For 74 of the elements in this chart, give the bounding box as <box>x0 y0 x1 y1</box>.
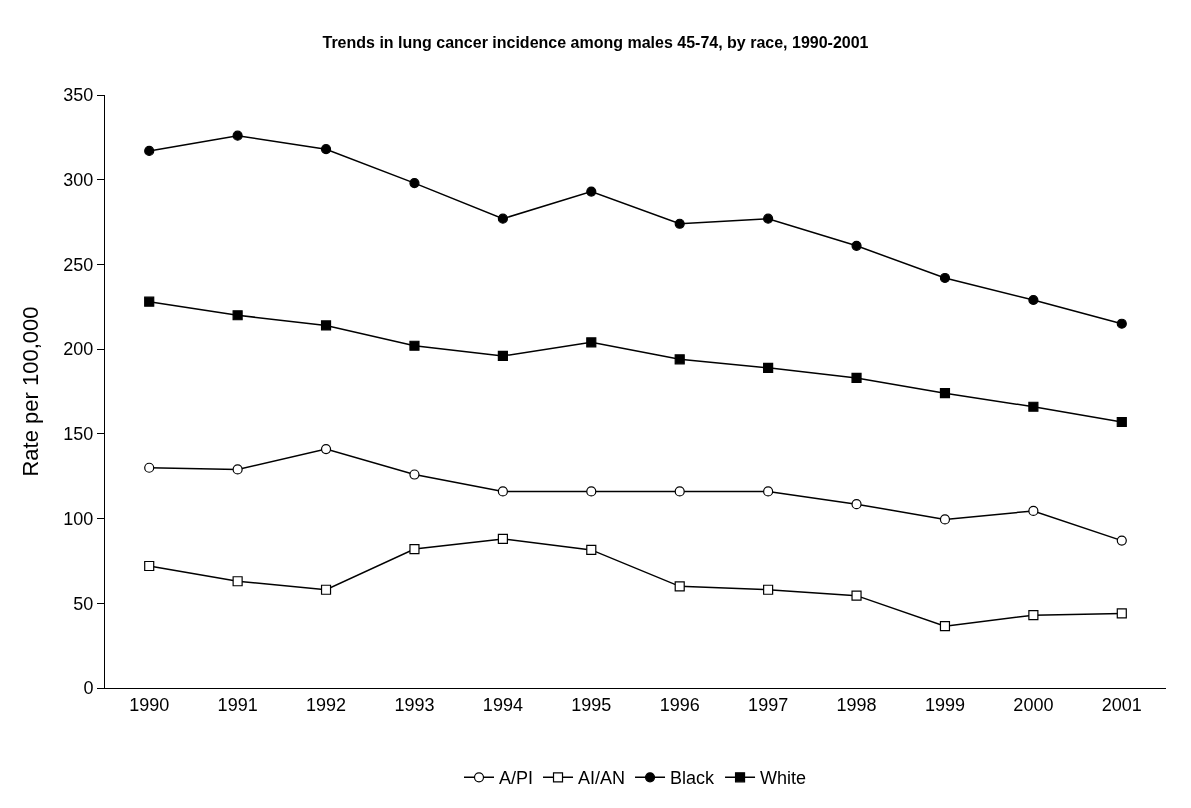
chart-title: Trends in lung cancer incidence among males 45-74, by race, 1990-2001 <box>322 33 869 51</box>
point <box>232 310 243 321</box>
point <box>851 372 862 384</box>
x-tick-label: 1993 <box>394 694 435 715</box>
point <box>497 486 508 497</box>
y-tick-label: 300 <box>63 170 94 191</box>
x-tick-label: 1996 <box>659 694 700 715</box>
point <box>674 486 685 497</box>
x-tick-label: 2000 <box>1013 694 1054 715</box>
point <box>939 388 951 399</box>
point <box>1116 318 1127 329</box>
y-tick-label: 150 <box>63 424 94 445</box>
point <box>497 533 508 544</box>
y-tick-label: 100 <box>63 508 94 529</box>
point <box>320 584 332 595</box>
point <box>851 240 862 251</box>
point <box>763 486 774 497</box>
y-tick-label: 0 <box>83 678 94 699</box>
point <box>497 213 508 224</box>
point <box>851 499 862 510</box>
x-tick-label: 2001 <box>1101 694 1142 715</box>
legend-label: White <box>760 768 807 789</box>
point <box>320 320 332 331</box>
point <box>674 354 685 365</box>
point <box>320 444 332 455</box>
x-tick-label: 1991 <box>217 694 258 715</box>
y-tick-label: 350 <box>63 85 94 106</box>
point <box>586 337 597 348</box>
legend-label: AI/AN <box>578 768 626 789</box>
point <box>144 560 155 572</box>
point <box>586 186 597 197</box>
y-tick-label: 250 <box>63 254 94 275</box>
point <box>1028 294 1039 306</box>
x-tick-label: 1999 <box>924 694 965 715</box>
y-axis-title: Rate per 100,000 <box>18 306 44 477</box>
point <box>320 144 332 155</box>
point <box>144 296 155 307</box>
point <box>1116 608 1127 619</box>
point <box>674 581 685 592</box>
x-tick-label: 1992 <box>306 694 347 715</box>
point <box>763 362 774 373</box>
point <box>409 340 420 351</box>
point <box>232 464 243 475</box>
point <box>1116 535 1127 546</box>
y-tick-label: 200 <box>63 339 94 360</box>
point <box>674 218 685 229</box>
point <box>939 272 951 284</box>
point <box>1028 505 1039 517</box>
point <box>763 213 774 224</box>
point <box>939 621 951 632</box>
point <box>851 590 862 601</box>
point <box>497 350 508 362</box>
point <box>586 486 597 497</box>
y-tick-label: 50 <box>73 593 94 614</box>
x-tick-label: 1997 <box>748 694 789 715</box>
point <box>144 462 155 473</box>
point <box>409 178 420 189</box>
legend-label: Black <box>670 768 716 789</box>
x-tick-label: 1998 <box>836 694 877 715</box>
point <box>1116 416 1127 428</box>
x-tick-label: 1990 <box>129 694 170 715</box>
point <box>1028 401 1039 412</box>
point <box>144 145 155 157</box>
point <box>232 130 243 141</box>
point <box>1028 610 1039 621</box>
x-tick-label: 1994 <box>482 694 523 715</box>
x-tick-label: 1995 <box>571 694 612 715</box>
point <box>939 514 951 525</box>
point <box>586 544 597 556</box>
legend-label: A/PI <box>499 768 534 789</box>
point <box>409 469 420 480</box>
point <box>232 576 243 587</box>
point <box>409 543 420 555</box>
point <box>763 584 774 595</box>
